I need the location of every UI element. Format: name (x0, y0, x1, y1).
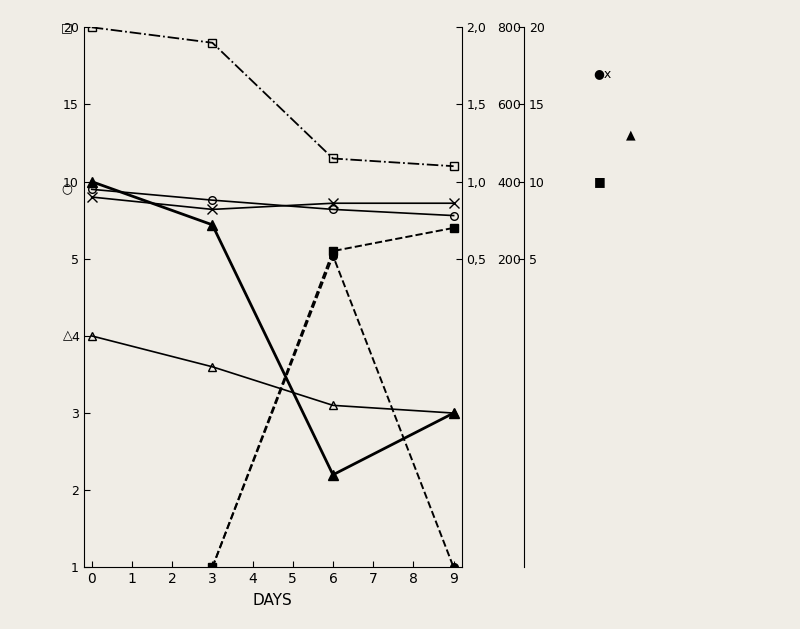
Text: ■: ■ (594, 175, 606, 188)
Text: □: □ (61, 21, 73, 34)
Text: ●x: ●x (594, 67, 612, 80)
X-axis label: DAYS: DAYS (253, 593, 293, 608)
Text: ○: ○ (62, 183, 73, 196)
Text: ▲: ▲ (626, 129, 635, 142)
Text: △: △ (63, 330, 73, 342)
